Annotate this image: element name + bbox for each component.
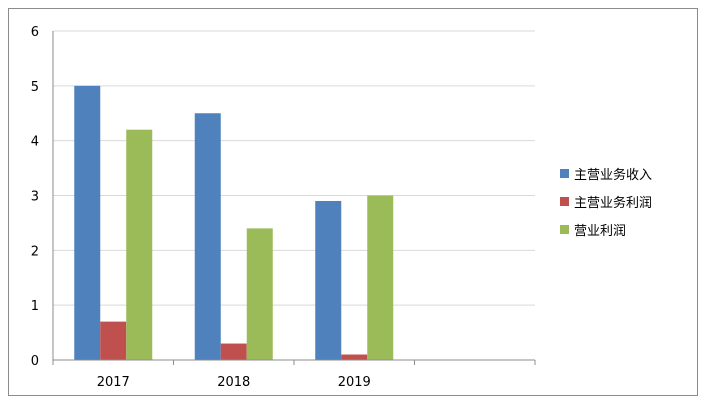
y-tick-label: 2	[31, 244, 39, 259]
y-tick-label: 4	[31, 135, 39, 150]
bar-3-2017	[126, 129, 153, 360]
gridlines	[53, 30, 535, 306]
y-tick-labels: 0 1 2 3 4 5 6	[31, 25, 39, 369]
legend-label: 主营业务利润	[574, 195, 652, 211]
y-tick-label: 1	[31, 299, 39, 314]
axes	[52, 31, 536, 365]
y-tick-label: 5	[31, 80, 39, 95]
x-tick-label: 2018	[217, 375, 250, 390]
legend-swatch	[560, 225, 569, 234]
legend-label: 营业利润	[574, 224, 626, 239]
legend-swatch	[560, 169, 569, 178]
x-tick-labels: 2017 2018 2019	[97, 375, 371, 390]
bar-1-2019	[315, 200, 342, 360]
bar-1-2018	[194, 113, 221, 360]
y-tick-label: 6	[31, 25, 39, 40]
x-tick-label: 2017	[97, 375, 130, 390]
x-tick-label: 2019	[338, 375, 371, 390]
bars	[74, 85, 394, 360]
y-tick-label: 3	[31, 190, 39, 205]
bar-2-2019	[341, 354, 368, 360]
legend-swatch	[560, 197, 569, 206]
legend-label: 主营业务收入	[574, 167, 652, 183]
bar-1-2017	[74, 85, 101, 360]
bar-3-2019	[367, 195, 394, 360]
bar-2-2017	[100, 321, 127, 360]
bar-2-2018	[220, 343, 247, 360]
bar-3-2018	[246, 228, 273, 360]
y-tick-label: 0	[31, 354, 39, 369]
